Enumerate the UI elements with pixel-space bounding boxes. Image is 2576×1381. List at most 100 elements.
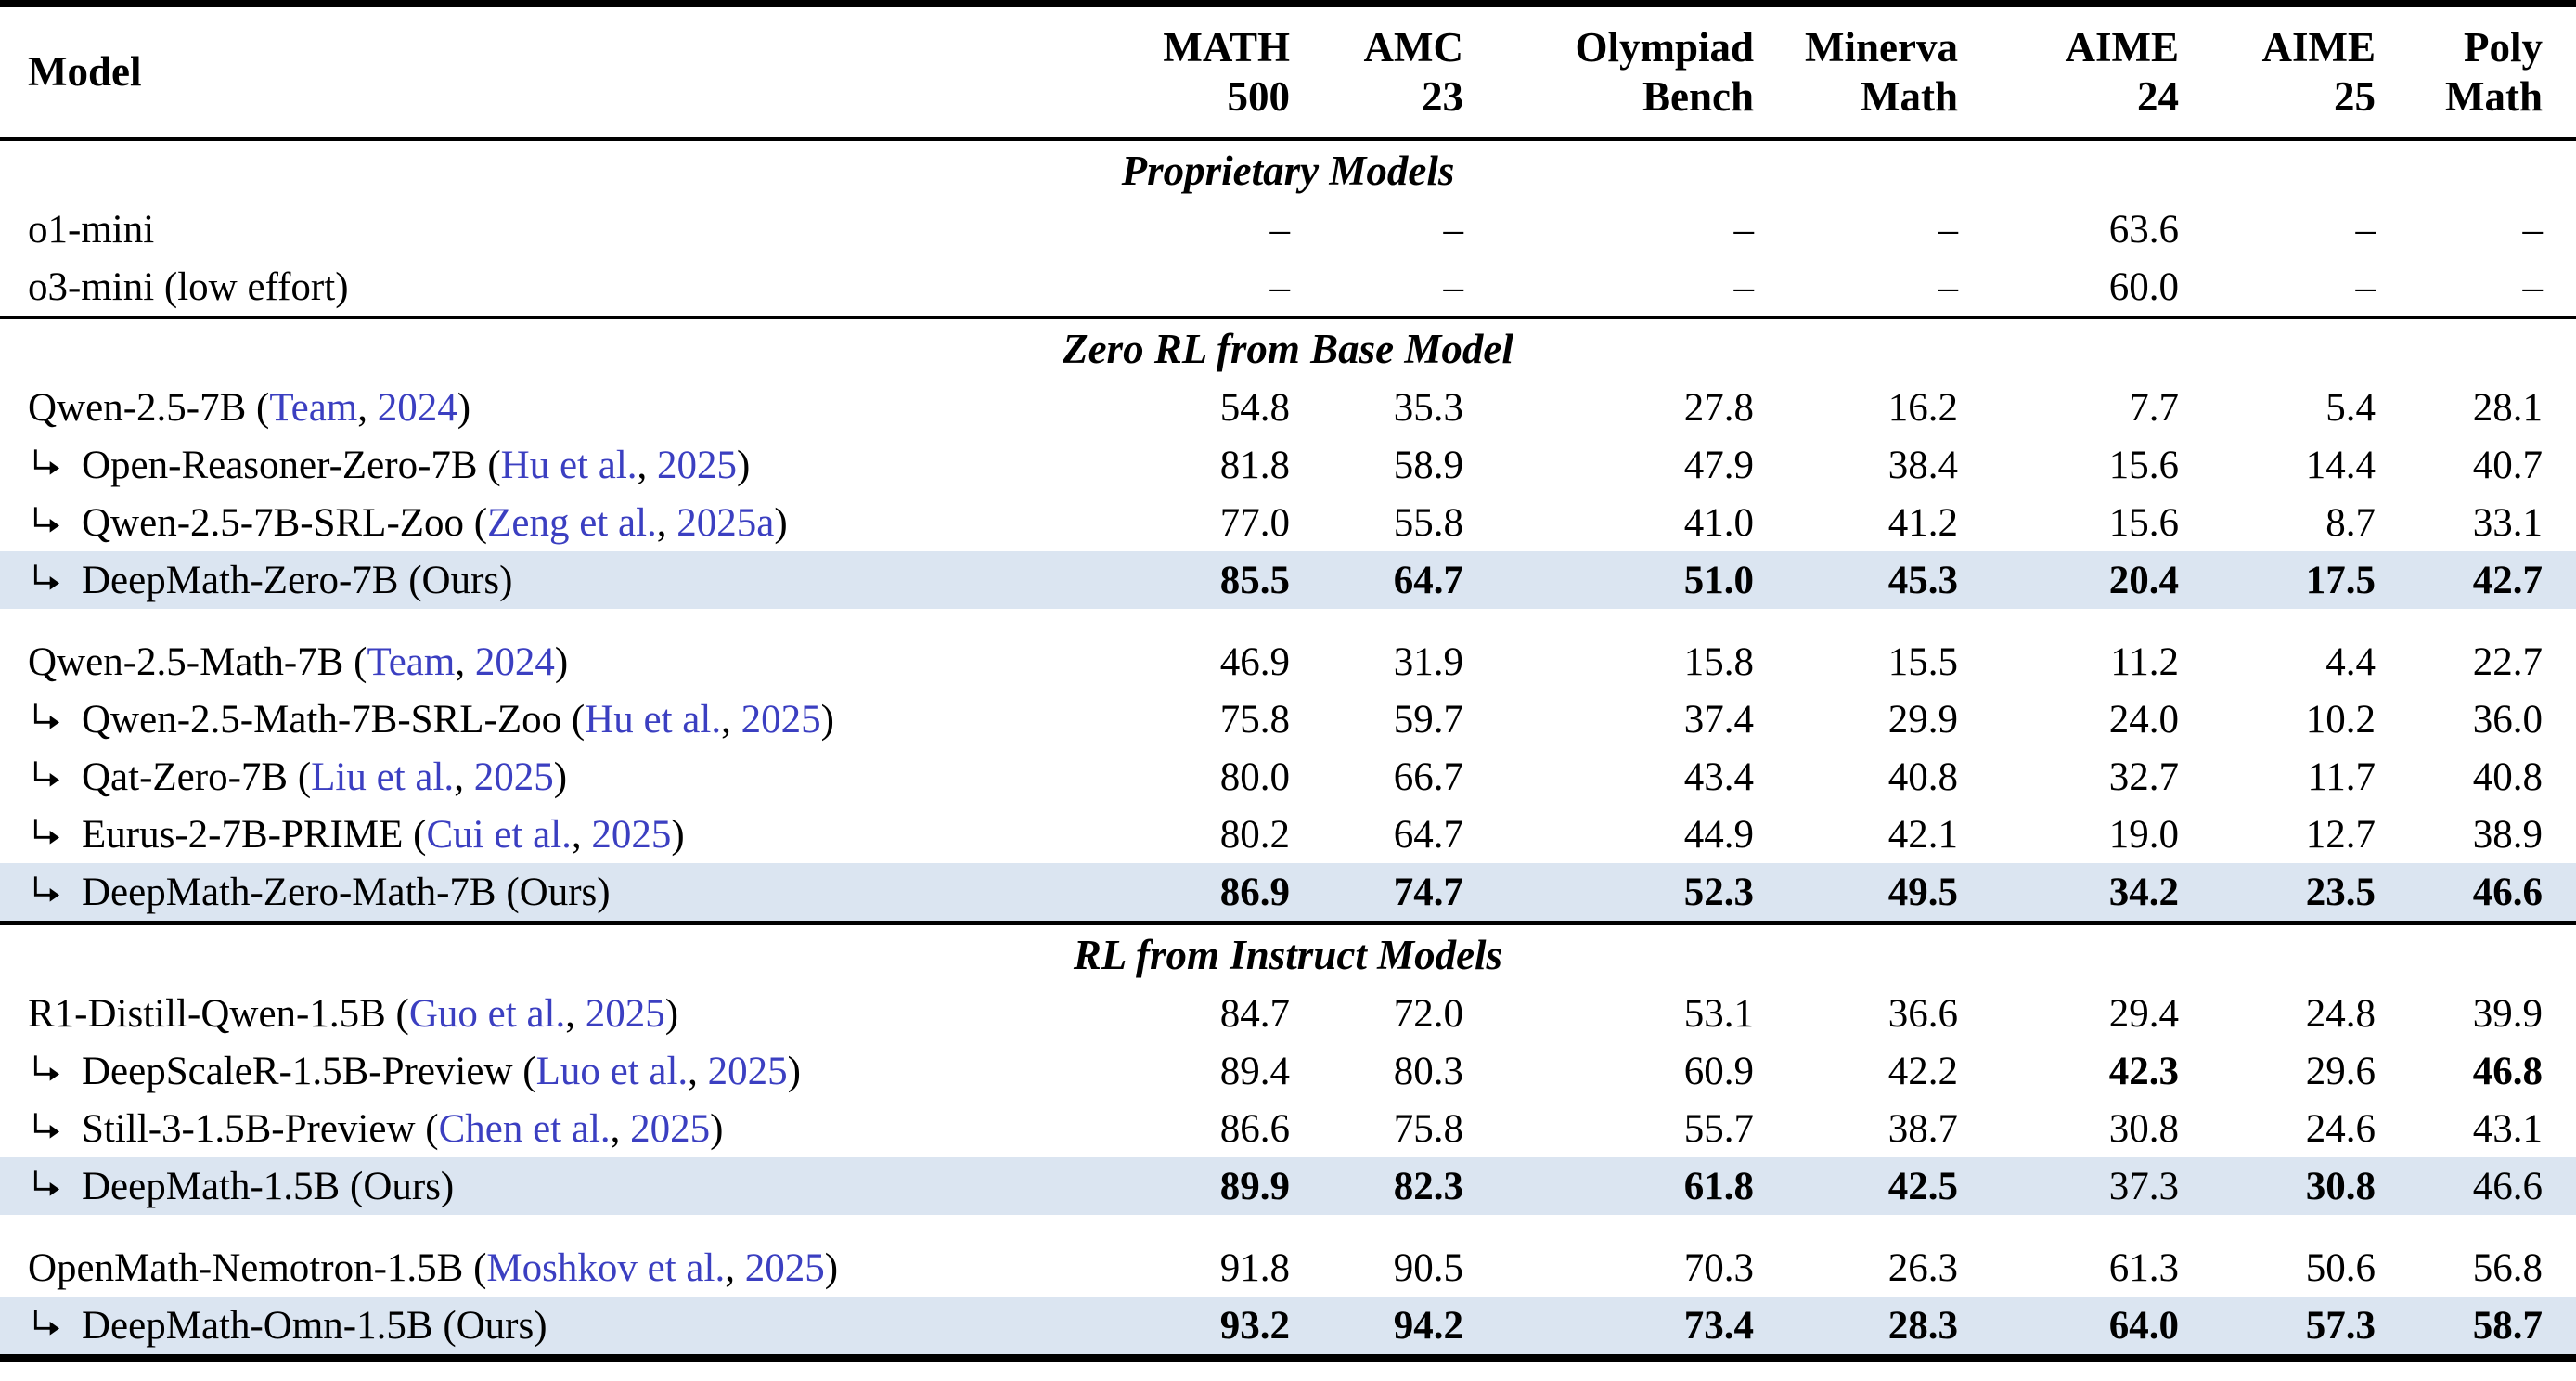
column-header-minerva-math: Minerva Math <box>1805 23 1958 120</box>
metric-value: 63.6 <box>2108 207 2179 252</box>
section-title: Proprietary Models <box>1121 148 1455 194</box>
citation-year-link[interactable]: 2025 <box>585 991 665 1036</box>
metric-value: 94.2 <box>1290 1297 1463 1354</box>
metric-value: 42.3 <box>2108 1049 2179 1093</box>
metric-value: 24.8 <box>2305 991 2376 1036</box>
ours-suffix: (Ours) <box>432 1303 547 1348</box>
metric-value: – <box>2522 207 2544 252</box>
metric-value: 81.8 <box>1219 443 1290 487</box>
table-body: Proprietary Models o1-mini – – – –63.6– – o3-mi… <box>0 141 2576 1354</box>
metric-value: 8.7 <box>2325 500 2376 545</box>
model-cell: o1-mini <box>0 200 1049 258</box>
citation-author-link[interactable]: Zeng et al. <box>487 500 657 545</box>
citation-author-link[interactable]: Team <box>367 639 456 684</box>
citation-year-link[interactable]: 2024 <box>377 385 457 430</box>
metric-value: 38.9 <box>2472 812 2543 857</box>
citation-author-link[interactable]: Hu et al. <box>500 443 638 487</box>
section-title: Zero RL from Base Model <box>1063 326 1513 372</box>
section-separator-rule <box>0 921 2576 925</box>
metric-value: 64.7 <box>1393 812 1463 857</box>
table-row: DeepMath-Omn-1.5B (Ours) 93.2 94.2 73.4 28.3… <box>0 1297 2576 1354</box>
citation-author-link[interactable]: Cui et al. <box>426 812 572 857</box>
citation-year-link[interactable]: 2024 <box>474 639 555 684</box>
citation-year-link[interactable]: 2025 <box>657 443 738 487</box>
header-row: Model MATH 500 AMC 23 Olympiad Bench Min… <box>0 7 2576 137</box>
metric-value: 77.0 <box>1219 500 1290 545</box>
metric-value: 11.2 <box>2110 639 2179 684</box>
table-footer <box>0 1354 2576 1362</box>
citation-year-link[interactable]: 2025 <box>473 755 554 799</box>
table-row: DeepMath-Zero-7B (Ours) 85.5 64.7 51.0 45.3 2… <box>0 551 2576 609</box>
metric-value: 42.7 <box>2376 551 2576 609</box>
citation-year-link[interactable]: 2025 <box>707 1049 788 1093</box>
metric-value: 80.2 <box>1219 812 1290 857</box>
model-cell: R1-Distill-Qwen-1.5B (Guo et al., 2025) <box>28 991 679 1036</box>
metric-value: 41.2 <box>1887 500 1958 545</box>
citation-year-link[interactable]: 2025 <box>741 697 821 742</box>
metric-value: 30.8 <box>2179 1157 2376 1215</box>
column-header-aime25: AIME 25 <box>2261 23 2376 120</box>
metric-value: 46.6 <box>2376 863 2576 921</box>
citation-year-link[interactable]: 2025 <box>630 1106 711 1151</box>
subrow-arrow-icon <box>28 500 82 546</box>
model-cell: Qwen-2.5-Math-7B (Team, 2024) <box>28 639 569 684</box>
metric-value: – <box>1443 207 1464 252</box>
metric-value: 14.4 <box>2305 443 2376 487</box>
metric-value: 82.3 <box>1290 1157 1463 1215</box>
metric-value: 70.3 <box>1683 1245 1754 1290</box>
citation-author-link[interactable]: Luo et al. <box>535 1049 689 1093</box>
metric-value: 11.7 <box>2307 755 2376 799</box>
model-cell: o3-mini (low effort) <box>0 258 1049 316</box>
model-name: Qwen-2.5-7B-SRL-Zoo <box>82 500 465 545</box>
metric-value: 85.5 <box>1049 551 1290 609</box>
citation-author-link[interactable]: Chen et al. <box>438 1106 611 1151</box>
metric-value: – <box>1733 265 1755 309</box>
column-header-model: Model <box>0 7 1049 137</box>
metric-value: 51.0 <box>1463 551 1754 609</box>
table-row: o1-mini – – – – 63.6 – – <box>0 200 2576 258</box>
citation-author-link[interactable]: Moshkov et al. <box>486 1245 726 1290</box>
citation-author-link[interactable]: Team <box>269 385 358 430</box>
metric-value: 4.4 <box>2325 639 2376 684</box>
metric-value: – <box>1938 207 1959 252</box>
section-title-row: Proprietary Models <box>0 141 2576 200</box>
column-header-olympiad-bench: Olympiad Bench <box>1575 23 1754 120</box>
metric-value: 42.1 <box>1887 812 1958 857</box>
model-name: OpenMath-Nemotron-1.5B <box>28 1245 464 1290</box>
model-cell: DeepMath-Zero-Math-7B (Ours) <box>0 863 1049 921</box>
group-spacer <box>0 609 2576 633</box>
metric-value: 60.0 <box>2108 265 2179 309</box>
subrow-arrow-icon <box>28 870 82 915</box>
metric-value: 46.8 <box>2472 1049 2543 1093</box>
model-name: Qwen-2.5-Math-7B-SRL-Zoo <box>82 697 562 742</box>
subrow-arrow-icon <box>28 558 82 603</box>
citation-year-link[interactable]: 2025 <box>744 1245 825 1290</box>
model-name: DeepMath-1.5B <box>82 1164 341 1208</box>
model-name: Still-3-1.5B-Preview <box>82 1106 416 1151</box>
citation-year-link[interactable]: 2025a <box>676 500 775 545</box>
metric-value: 43.1 <box>2472 1106 2543 1151</box>
metric-value: 58.9 <box>1393 443 1463 487</box>
metric-value: 57.3 <box>2179 1297 2376 1354</box>
metric-value: 22.7 <box>2472 639 2543 684</box>
metric-value: 72.0 <box>1393 991 1463 1036</box>
subrow-arrow-icon <box>28 1303 82 1349</box>
citation-author-link[interactable]: Hu et al. <box>585 697 722 742</box>
citation-year-link[interactable]: 2025 <box>591 812 672 857</box>
bottom-rule <box>0 1354 2576 1362</box>
metric-value: 15.6 <box>2108 443 2179 487</box>
metric-value: 16.2 <box>1887 385 1958 430</box>
citation-author-link[interactable]: Liu et al. <box>311 755 455 799</box>
model-cell: Qwen-2.5-7B (Team, 2024) <box>28 385 471 430</box>
metric-value: 60.9 <box>1683 1049 1754 1093</box>
citation-author-link[interactable]: Guo et al. <box>408 991 566 1036</box>
metric-value: 7.7 <box>2129 385 2179 430</box>
metric-value: 53.1 <box>1683 991 1754 1036</box>
ours-suffix: (Ours) <box>340 1164 455 1208</box>
model-name: R1-Distill-Qwen-1.5B <box>28 991 386 1036</box>
model-name: DeepScaleR-1.5B-Preview <box>82 1049 513 1093</box>
metric-value: 5.4 <box>2325 385 2376 430</box>
metric-value: 75.8 <box>1219 697 1290 742</box>
metric-value: 56.8 <box>2472 1245 2543 1290</box>
top-rule <box>0 0 2576 7</box>
